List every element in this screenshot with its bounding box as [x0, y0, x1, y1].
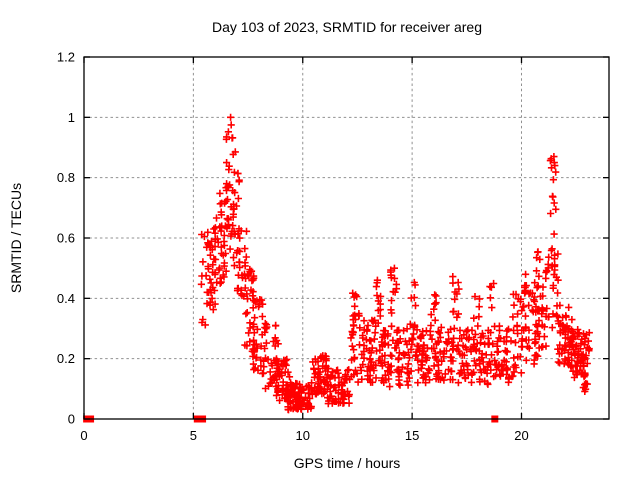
x-tick-label: 0 — [80, 428, 87, 443]
y-axis-label: SRMTID / TECUs — [8, 182, 24, 294]
x-tick-label: 5 — [190, 428, 197, 443]
x-tick-label: 15 — [405, 428, 419, 443]
y-tick-label: 0.6 — [57, 231, 75, 246]
y-tick-label: 1 — [68, 110, 75, 125]
y-tick-label: 0 — [68, 412, 75, 427]
data-points — [197, 113, 593, 414]
y-tick-label: 0.2 — [57, 351, 75, 366]
y-tick-label: 1.2 — [57, 50, 75, 65]
x-tick-label: 20 — [514, 428, 528, 443]
x-tick-label: 10 — [296, 428, 310, 443]
y-tick-label: 0.8 — [57, 170, 75, 185]
x-axis-label: GPS time / hours — [293, 455, 401, 471]
chart-title: Day 103 of 2023, SRMTID for receiver are… — [211, 19, 483, 35]
y-tick-label: 0.4 — [57, 291, 75, 306]
